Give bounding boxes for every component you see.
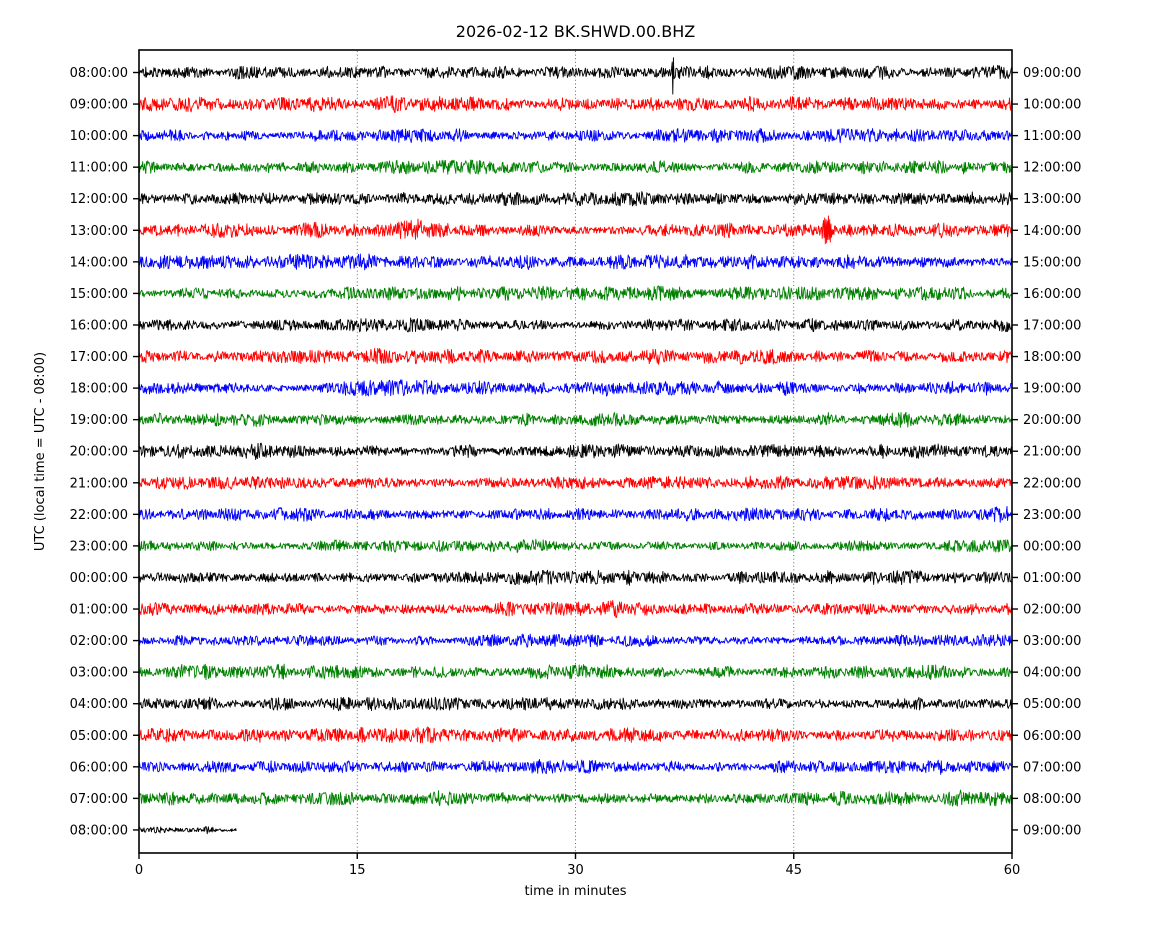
right-tick-label-4: 13:00:00 — [1023, 192, 1081, 207]
right-tick-label-3: 12:00:00 — [1023, 161, 1081, 176]
right-tick-label-9: 18:00:00 — [1023, 350, 1081, 365]
y-axis-label: UTC (local time = UTC - 08:00) — [33, 352, 48, 551]
right-tick-label-15: 00:00:00 — [1023, 539, 1081, 554]
left-tick-label-22: 06:00:00 — [70, 760, 128, 775]
left-tick-label-6: 14:00:00 — [70, 255, 128, 270]
right-tick-label-24: 09:00:00 — [1023, 823, 1081, 838]
left-tick-label-24: 08:00:00 — [70, 823, 128, 838]
left-tick-label-2: 10:00:00 — [70, 129, 128, 144]
right-tick-label-12: 21:00:00 — [1023, 445, 1081, 460]
right-tick-label-2: 11:00:00 — [1023, 129, 1081, 144]
trace-row-11-19:00:00 — [138, 411, 1013, 428]
left-tick-label-9: 17:00:00 — [70, 350, 128, 365]
x-axis-label: time in minutes — [524, 884, 626, 899]
right-tick-label-19: 04:00:00 — [1023, 666, 1081, 681]
right-tick-label-20: 05:00:00 — [1023, 697, 1081, 712]
left-tick-label-16: 00:00:00 — [70, 571, 128, 586]
trace-row-5-13:00:00 — [138, 215, 1013, 245]
trace-row-2-10:00:00 — [138, 127, 1013, 144]
trace-row-15-23:00:00 — [138, 538, 1013, 553]
tick-marks — [133, 71, 1018, 859]
left-tick-label-1: 09:00:00 — [70, 98, 128, 113]
plot-title: 2026-02-12 BK.SHWD.00.BHZ — [456, 22, 695, 41]
trace-row-14-22:00:00 — [138, 505, 1013, 523]
right-tick-label-23: 08:00:00 — [1023, 792, 1081, 807]
left-tick-label-23: 07:00:00 — [70, 792, 128, 807]
trace-group — [138, 57, 1013, 835]
trace-row-0-08:00:00 — [138, 57, 1013, 95]
trace-row-21-05:00:00 — [138, 726, 1013, 744]
left-tick-label-3: 11:00:00 — [70, 161, 128, 176]
trace-row-18-02:00:00 — [138, 633, 1013, 648]
x-tick-label-60: 60 — [1004, 863, 1021, 878]
right-tick-label-18: 03:00:00 — [1023, 634, 1081, 649]
trace-row-6-14:00:00 — [138, 253, 1013, 271]
trace-row-19-03:00:00 — [138, 663, 1013, 681]
left-tick-label-19: 03:00:00 — [70, 666, 128, 681]
trace-row-12-20:00:00 — [138, 442, 1013, 460]
trace-row-20-04:00:00 — [138, 696, 1013, 712]
left-tick-label-0: 08:00:00 — [70, 66, 128, 81]
right-tick-label-22: 07:00:00 — [1023, 760, 1081, 775]
right-tick-label-10: 19:00:00 — [1023, 382, 1081, 397]
trace-row-13-21:00:00 — [138, 475, 1013, 491]
left-tick-label-10: 18:00:00 — [70, 382, 128, 397]
right-tick-label-13: 22:00:00 — [1023, 476, 1081, 491]
left-tick-label-15: 23:00:00 — [70, 539, 128, 554]
x-tick-label-30: 30 — [567, 863, 584, 878]
trace-row-4-12:00:00 — [138, 191, 1013, 207]
right-tick-label-17: 02:00:00 — [1023, 603, 1081, 618]
right-tick-label-5: 14:00:00 — [1023, 224, 1081, 239]
tick-labels: 08:00:00 09:00:00 09:00:00 10:00:00 10:00:00… — [70, 66, 1082, 878]
x-tick-label-0: 0 — [135, 863, 143, 878]
trace-row-9-17:00:00 — [138, 347, 1013, 365]
trace-row-3-11:00:00 — [138, 159, 1013, 175]
right-tick-label-16: 01:00:00 — [1023, 571, 1081, 586]
right-tick-label-1: 10:00:00 — [1023, 98, 1081, 113]
left-tick-label-20: 04:00:00 — [70, 697, 128, 712]
left-tick-label-7: 15:00:00 — [70, 287, 128, 302]
trace-row-7-15:00:00 — [138, 285, 1013, 302]
left-tick-label-8: 16:00:00 — [70, 318, 128, 333]
left-tick-label-18: 02:00:00 — [70, 634, 128, 649]
left-tick-label-13: 21:00:00 — [70, 476, 128, 491]
trace-row-24-08:00:00 — [138, 825, 237, 835]
trace-row-16-00:00:00 — [138, 569, 1013, 586]
trace-row-22-06:00:00 — [138, 758, 1013, 775]
right-tick-label-8: 17:00:00 — [1023, 318, 1081, 333]
right-tick-label-6: 15:00:00 — [1023, 255, 1081, 270]
left-tick-label-4: 12:00:00 — [70, 192, 128, 207]
right-tick-label-7: 16:00:00 — [1023, 287, 1081, 302]
trace-row-23-07:00:00 — [138, 789, 1013, 807]
left-tick-label-21: 05:00:00 — [70, 729, 128, 744]
x-tick-label-15: 15 — [349, 863, 366, 878]
right-tick-label-21: 06:00:00 — [1023, 729, 1081, 744]
trace-row-17-01:00:00 — [138, 600, 1013, 618]
left-tick-label-14: 22:00:00 — [70, 508, 128, 523]
left-tick-label-17: 01:00:00 — [70, 603, 128, 618]
right-tick-label-11: 20:00:00 — [1023, 413, 1081, 428]
left-tick-label-5: 13:00:00 — [70, 224, 128, 239]
right-tick-label-14: 23:00:00 — [1023, 508, 1081, 523]
right-tick-label-0: 09:00:00 — [1023, 66, 1081, 81]
trace-row-8-16:00:00 — [138, 317, 1013, 333]
left-tick-label-11: 19:00:00 — [70, 413, 128, 428]
trace-row-10-18:00:00 — [138, 379, 1013, 397]
left-tick-label-12: 20:00:00 — [70, 445, 128, 460]
x-tick-label-45: 45 — [785, 863, 802, 878]
trace-row-1-09:00:00 — [138, 95, 1013, 113]
